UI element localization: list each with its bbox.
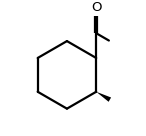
Polygon shape xyxy=(96,92,111,102)
Text: O: O xyxy=(91,1,101,13)
